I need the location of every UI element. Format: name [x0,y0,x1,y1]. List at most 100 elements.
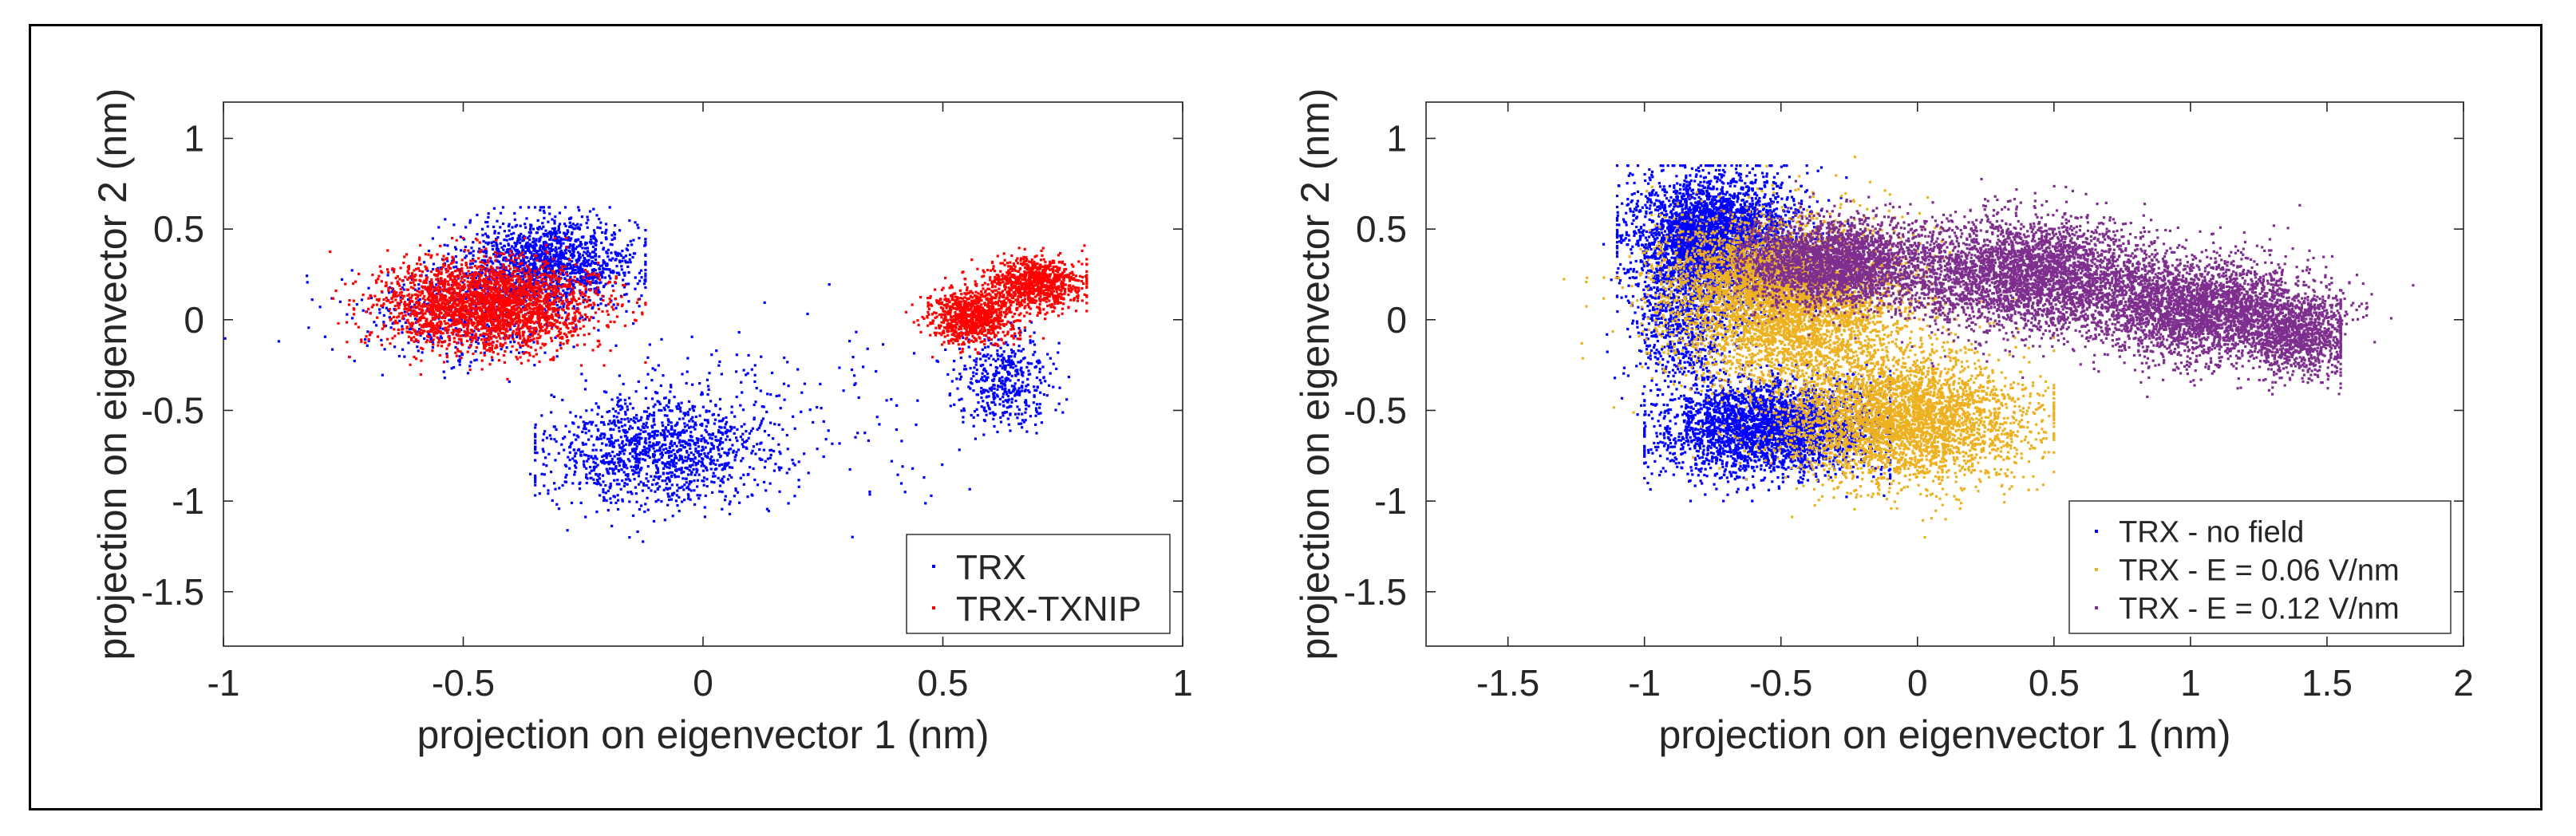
data-point [700,393,703,396]
data-point [591,274,595,278]
data-point [631,450,634,453]
data-point [670,492,674,495]
data-point [618,252,622,255]
data-point [594,456,598,459]
data-point [619,459,622,462]
data-point [717,448,721,452]
data-point [488,347,492,350]
data-point [575,452,578,455]
data-point [535,268,539,271]
data-point [535,250,538,253]
data-point [559,284,563,287]
data-point [493,231,496,235]
data-point [425,286,428,290]
data-point [581,269,584,272]
data-point [609,301,612,304]
data-point [1017,393,1021,396]
data-point [626,475,630,478]
data-point [666,466,669,469]
data-point [980,392,983,395]
data-point [551,227,554,231]
data-point [560,443,563,446]
data-point [693,421,697,424]
data-point [632,419,635,423]
data-point [723,463,726,466]
data-point [487,235,490,239]
data-point [1016,405,1019,408]
data-point [468,252,471,255]
data-point [348,355,351,359]
data-point [534,435,537,438]
data-point [614,466,618,469]
data-point [467,321,470,325]
data-point [983,375,986,378]
data-point [560,316,563,320]
data-point [611,469,614,472]
data-point [981,379,985,382]
data-point [535,340,539,343]
data-point [1025,408,1028,411]
data-point [441,266,444,269]
data-point [583,258,587,261]
data-point [529,275,533,278]
data-point [645,410,648,413]
data-point [639,480,642,483]
data-point [508,328,512,331]
data-point [550,243,553,246]
data-point [484,260,487,263]
data-point [656,449,659,452]
data-point [612,231,616,235]
data-point [670,385,673,388]
data-point [556,258,559,262]
data-point [520,259,523,262]
data-point [429,270,433,274]
data-point [529,345,532,349]
data-point [739,436,742,439]
data-point [476,233,479,236]
data-point [742,445,745,448]
data-point [885,399,888,402]
data-point [508,274,511,277]
data-point [634,439,637,442]
data-point [669,471,672,474]
data-point [603,436,606,440]
data-point [1040,421,1043,424]
data-point [701,458,705,461]
data-point [511,260,514,263]
data-point [687,400,691,403]
data-point [566,529,569,532]
data-point [687,497,690,500]
data-point [505,296,508,300]
data-point [622,444,625,448]
data-point [537,227,540,231]
data-point [524,351,527,354]
data-point [375,298,378,302]
data-point [623,293,626,297]
data-point [717,439,721,442]
data-point [1018,391,1021,395]
data-point [685,451,689,454]
data-point [602,480,605,483]
data-point [593,482,596,485]
data-point [703,452,706,455]
data-point [646,496,649,499]
data-point [541,222,544,225]
data-point [437,226,441,229]
data-point [468,365,472,368]
data-point [399,296,402,299]
data-point [508,302,512,305]
data-point [508,285,512,288]
data-point [499,309,502,312]
data-point [1009,412,1012,416]
data-point [777,443,780,446]
data-point [485,342,488,345]
data-point [1007,360,1010,364]
data-point [1002,400,1005,404]
data-point [752,467,755,471]
data-point [636,282,639,286]
data-point [604,453,607,457]
data-point [618,261,622,264]
data-point [589,264,592,267]
data-point [984,359,987,362]
data-point [1009,429,1012,432]
